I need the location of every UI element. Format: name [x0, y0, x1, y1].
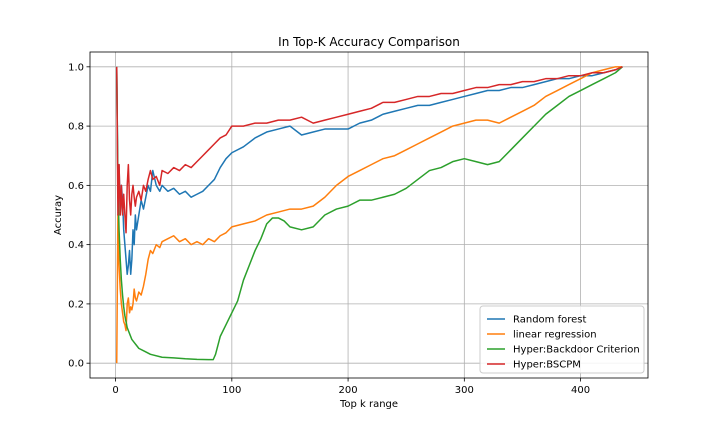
legend-box: [479, 305, 645, 374]
x-tick-label: 400: [571, 385, 590, 396]
legend-label-hyper-backdoor-criterion: Hyper:Backdoor Criterion: [513, 345, 640, 356]
x-tick-label: 0: [112, 385, 118, 396]
x-tick-label: 300: [455, 385, 474, 396]
y-tick-label: 1.0: [68, 62, 84, 73]
y-tick-label: 0.6: [68, 181, 84, 192]
y-axis-title: Accuray: [53, 195, 64, 235]
x-axis-title: Top k range: [339, 399, 398, 410]
series-line-random-forest: [115, 66, 623, 276]
series-lines: [115, 66, 623, 364]
legend-label-linear-regression: linear regression: [513, 330, 597, 341]
grid: [90, 52, 648, 378]
y-tick-label: 0.2: [68, 299, 84, 310]
axis-ticks: 0 100 200 300 400 0.0 0.2 0.4 0.6 0.8 1.0: [68, 62, 590, 396]
x-tick-label: 100: [222, 385, 241, 396]
x-tick-label: 200: [339, 385, 358, 396]
y-tick-label: 0.8: [68, 122, 84, 133]
legend: Random forest linear regression Hyper:Back…: [479, 305, 645, 374]
series-line-hyper-backdoor-criterion: [115, 66, 623, 361]
y-tick-label: 0.4: [68, 240, 84, 251]
y-tick-label: 0.0: [68, 359, 84, 370]
legend-label-hyper-bscpm: Hyper:BSCPM: [513, 360, 581, 371]
chart-title: In Top-K Accuracy Comparison: [278, 35, 460, 49]
plot-frame: [89, 51, 649, 379]
series-line-linear-regression: [115, 66, 623, 364]
legend-label-random-forest: Random forest: [513, 315, 586, 326]
series-line-hyper-bscpm: [115, 66, 623, 234]
